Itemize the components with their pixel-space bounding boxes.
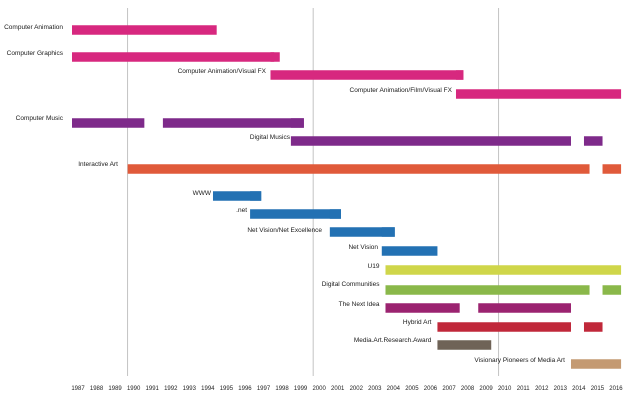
x-tick-label: 1992 [164, 386, 178, 392]
x-tick-label: 2008 [461, 386, 475, 392]
bar-segment-11 [127, 164, 590, 174]
bar-segment-4 [455, 70, 464, 80]
x-tick-label: 2015 [591, 386, 605, 392]
category-label: Net Vision [348, 244, 378, 251]
timeline-bars [72, 25, 622, 369]
gridlines [127, 8, 500, 376]
bar-segment-1 [72, 52, 275, 62]
x-tick-label: 1989 [108, 386, 122, 392]
bar-segment-10 [583, 136, 603, 146]
x-tick-label: 1994 [201, 386, 215, 392]
category-labels: Computer Animation Computer Graphics Compu… [4, 24, 565, 364]
x-tick-label: 2002 [350, 386, 364, 392]
x-tick-label: 2001 [331, 386, 345, 392]
x-tick-label: 1991 [146, 386, 160, 392]
x-tick-label: 1997 [257, 386, 271, 392]
category-label: Digital Musics [250, 134, 291, 141]
bar-segment-2 [270, 52, 280, 62]
bar-segment-14 [250, 191, 262, 201]
x-tick-label: 1987 [71, 386, 85, 392]
x-tick-label: 2016 [609, 386, 623, 392]
x-tick-label: 2007 [442, 386, 456, 392]
category-label: Digital Communities [322, 281, 381, 288]
x-tick-label: 2005 [405, 386, 419, 392]
bar-segment-27 [437, 340, 492, 350]
x-tick-label: 2003 [368, 386, 382, 392]
bar-segment-21 [385, 285, 590, 295]
bar-segment-20 [385, 265, 622, 275]
bar-segment-25 [437, 322, 571, 332]
bar-segment-24 [478, 303, 571, 313]
bar-segment-12 [602, 164, 622, 174]
category-label: Computer Animation [4, 24, 63, 31]
x-tick-label: 2011 [517, 386, 531, 392]
bar-segment-19 [381, 246, 438, 256]
bar-segment-6 [72, 118, 145, 128]
bar-segment-26 [583, 322, 603, 332]
bar-segment-22 [602, 285, 622, 295]
x-tick-label: 2000 [312, 386, 326, 392]
bar-segment-23 [385, 303, 460, 313]
bar-segment-0 [72, 25, 217, 35]
category-label: WWW [193, 190, 212, 197]
bar-segment-7 [162, 118, 304, 128]
x-tick-label: 2006 [424, 386, 438, 392]
category-label: U19 [368, 263, 380, 270]
bar-segment-15 [250, 209, 341, 219]
x-tick-label: 1990 [127, 386, 141, 392]
bar-segment-9 [290, 136, 571, 146]
x-tick-label: 2012 [535, 386, 549, 392]
bar-segment-3 [270, 70, 464, 80]
bar-segment-28 [570, 359, 622, 369]
category-label: Computer Music [16, 115, 64, 122]
x-tick-label: 1999 [294, 386, 308, 392]
bar-segment-18 [381, 227, 395, 237]
category-label: Computer Graphics [7, 50, 64, 57]
x-tick-label: 2014 [572, 386, 586, 392]
x-tick-label: 1996 [238, 386, 252, 392]
category-label: Computer Animation/Visual FX [178, 68, 267, 75]
category-label: Net Vision/Net Excellence [247, 227, 322, 234]
bar-segment-8 [290, 118, 304, 128]
category-label: The Next Idea [339, 301, 380, 308]
category-label: Interactive Art [78, 161, 118, 168]
category-label: Visionary Pioneers of Media Art [474, 357, 565, 364]
x-axis-ticks: 1987 1988 1989 1990 1991 1992 1993 1994 1995 1996… [71, 386, 623, 392]
category-label: Hybrid Art [403, 319, 432, 326]
bar-segment-16 [329, 209, 341, 219]
x-tick-label: 1993 [183, 386, 197, 392]
category-label: .net [236, 207, 247, 214]
category-label: Media.Art.Research.Award [354, 337, 432, 344]
x-tick-label: 1995 [220, 386, 234, 392]
x-tick-label: 2010 [498, 386, 512, 392]
bar-segment-13 [212, 191, 262, 201]
x-tick-label: 2004 [387, 386, 401, 392]
x-tick-label: 1988 [90, 386, 104, 392]
x-tick-label: 2013 [554, 386, 568, 392]
bar-segment-17 [329, 227, 395, 237]
x-tick-label: 2009 [479, 386, 493, 392]
category-label: Computer Animation/Film/Visual FX [350, 87, 453, 94]
bar-segment-5 [455, 89, 622, 99]
x-tick-label: 1998 [275, 386, 289, 392]
